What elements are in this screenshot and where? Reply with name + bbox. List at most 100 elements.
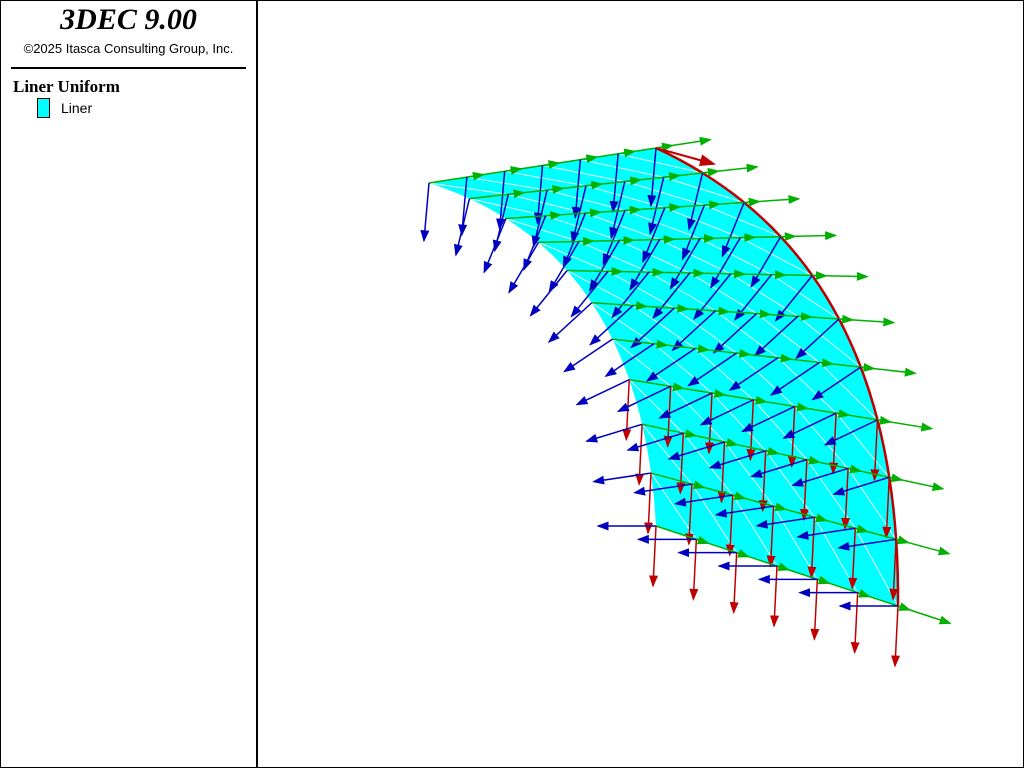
shear-arrow xyxy=(676,433,686,495)
normal-arrow xyxy=(687,172,704,231)
mesh-edge xyxy=(659,239,731,275)
mesh-edge xyxy=(711,392,767,452)
app-title: 3DEC 9.00 xyxy=(60,3,197,36)
normal-arrow xyxy=(721,202,745,258)
liner-surface xyxy=(429,148,898,606)
shear-arrow xyxy=(807,517,817,579)
mesh-edge xyxy=(641,423,693,485)
normal-arrow xyxy=(609,181,626,240)
mesh-edge xyxy=(715,310,779,359)
axial-arrow xyxy=(655,136,712,149)
axial-arrow xyxy=(812,271,869,281)
mesh-edge xyxy=(653,343,713,394)
normal-arrow xyxy=(645,347,696,382)
normal-arrow xyxy=(741,405,796,433)
normal-arrow xyxy=(626,432,684,452)
liner-scene xyxy=(420,136,952,668)
normal-arrow xyxy=(770,361,820,396)
mesh-edge xyxy=(505,218,579,242)
shear-arrow xyxy=(848,528,858,590)
axial-arrow xyxy=(889,476,945,492)
mesh-edge xyxy=(469,198,546,217)
normal-arrow xyxy=(453,198,471,257)
normal-arrow xyxy=(749,458,808,478)
mesh-edge xyxy=(753,399,808,460)
mesh-edge xyxy=(730,273,799,317)
axial-arrow xyxy=(860,366,917,377)
mesh-edge xyxy=(765,450,815,518)
shear-arrow xyxy=(810,579,820,641)
normal-arrow xyxy=(728,357,779,392)
mesh-edge xyxy=(732,494,778,567)
mesh-edge xyxy=(612,338,671,387)
shear-arrow xyxy=(644,473,654,535)
mesh-edge xyxy=(694,348,754,401)
normal-arrow xyxy=(533,165,544,225)
mesh-edge xyxy=(624,181,705,206)
normal-arrow xyxy=(531,189,548,248)
normal-arrow xyxy=(687,352,738,387)
mesh-edge xyxy=(724,441,774,507)
shear-arrow xyxy=(770,565,780,628)
shear-arrow xyxy=(729,552,739,615)
shear-arrow xyxy=(889,539,899,601)
mesh-edge xyxy=(673,307,737,354)
legend-swatch xyxy=(37,98,50,118)
normal-arrow xyxy=(667,441,725,461)
normal-arrow xyxy=(753,315,799,357)
normal-arrow xyxy=(750,236,782,288)
shear-arrow xyxy=(882,477,892,539)
mesh-edge xyxy=(607,270,675,309)
normal-arrow xyxy=(611,271,650,319)
normal-arrow xyxy=(629,239,661,291)
normal-arrow xyxy=(589,240,620,292)
normal-arrow xyxy=(420,182,430,243)
shear-arrow xyxy=(689,539,699,601)
legend-item: Liner xyxy=(61,100,93,116)
normal-arrow xyxy=(671,310,716,352)
normal-arrow xyxy=(710,237,741,289)
normal-arrow xyxy=(547,302,593,343)
normal-arrow xyxy=(592,472,652,485)
mesh-edge xyxy=(691,483,738,553)
mesh-edge xyxy=(648,271,716,312)
legend-panel: 3DEC 9.00 ©2025 Itasca Consulting Group,… xyxy=(1,1,258,767)
mesh-edge xyxy=(585,212,660,241)
normal-arrow xyxy=(529,270,568,317)
normal-arrow xyxy=(562,212,587,269)
normal-arrow xyxy=(563,338,613,373)
normal-arrow xyxy=(548,241,580,293)
mesh-edge xyxy=(771,274,840,320)
normal-arrow xyxy=(791,467,849,487)
normal-arrow xyxy=(630,307,675,349)
legend-title: Liner Uniform xyxy=(13,77,120,96)
mesh-edge xyxy=(650,472,697,540)
shear-arrow xyxy=(850,592,860,655)
normal-arrow xyxy=(693,273,732,321)
shear-arrow xyxy=(725,495,735,557)
normal-arrow xyxy=(837,538,897,551)
normal-arrow xyxy=(633,483,692,496)
normal-arrow xyxy=(669,238,701,290)
mesh-edge xyxy=(777,357,837,414)
normal-arrow xyxy=(811,366,862,401)
mesh-edge xyxy=(632,305,696,349)
normal-arrow xyxy=(823,419,878,446)
model-view xyxy=(420,136,952,668)
normal-arrow xyxy=(575,378,630,406)
normal-arrow xyxy=(774,275,813,322)
shear-arrow xyxy=(622,379,632,442)
normal-arrow xyxy=(616,385,671,412)
normal-arrow xyxy=(782,412,837,439)
normal-arrow xyxy=(508,242,540,294)
normal-arrow xyxy=(673,494,733,507)
shear-arrow xyxy=(758,450,768,513)
normal-arrow xyxy=(648,177,665,236)
normal-arrow xyxy=(681,204,706,261)
mesh-edge xyxy=(736,352,796,407)
axial-arrow xyxy=(838,317,896,327)
mesh-edge xyxy=(628,379,684,434)
normal-arrow xyxy=(796,527,856,540)
normal-arrow xyxy=(714,505,774,518)
